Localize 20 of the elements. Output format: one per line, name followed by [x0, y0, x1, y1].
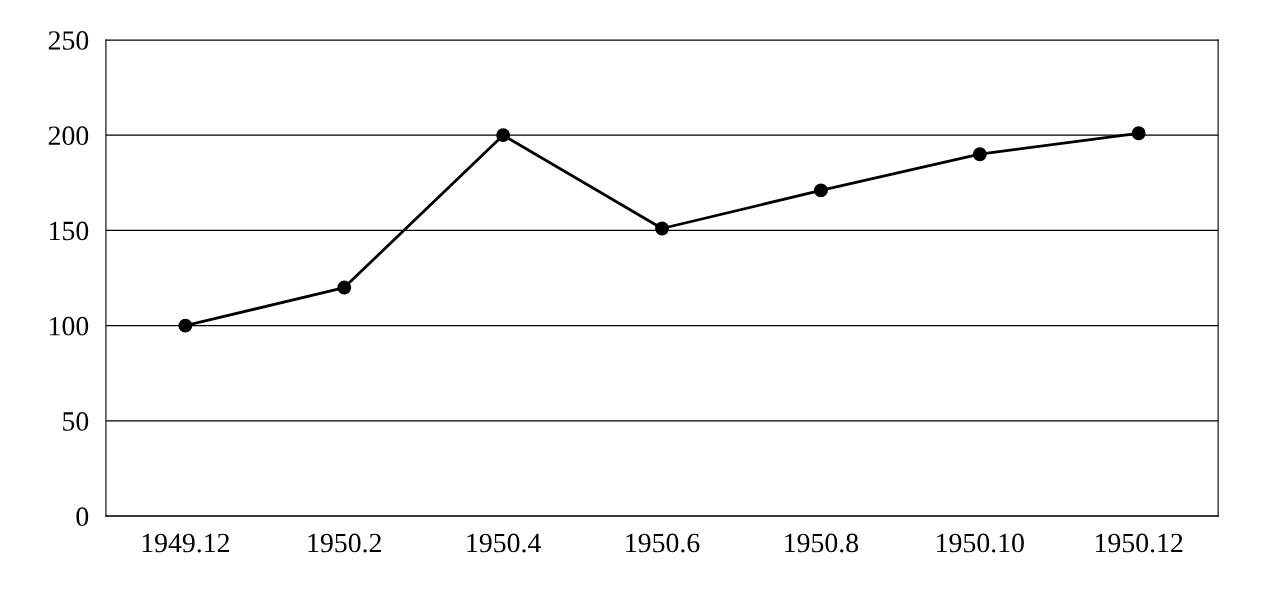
- x-tick-label: 1950.4: [467, 533, 541, 553]
- x-tick-label: 1950.2: [308, 533, 381, 553]
- y-tick-label: 150: [50, 221, 89, 241]
- x-tick-label: 1949.12: [142, 533, 229, 553]
- x-tick-label: 1950.12: [1095, 533, 1183, 553]
- point: [178, 318, 193, 333]
- point: [813, 183, 828, 198]
- point: [496, 128, 511, 143]
- y-tick-label: 100: [50, 316, 89, 336]
- y-tick-label: 0: [76, 507, 89, 527]
- x-tick-label: 1950.6: [626, 533, 700, 553]
- point: [972, 147, 987, 162]
- point: [1131, 126, 1146, 141]
- y-tick-label: 50: [63, 412, 89, 431]
- y-tick-label: 200: [48, 126, 89, 146]
- x-tick-label: 1950.8: [785, 533, 859, 553]
- point: [655, 221, 669, 236]
- x-tick-label: 1950.10: [937, 533, 1024, 553]
- point: [337, 280, 352, 295]
- y-tick-label: 250: [48, 31, 89, 50]
